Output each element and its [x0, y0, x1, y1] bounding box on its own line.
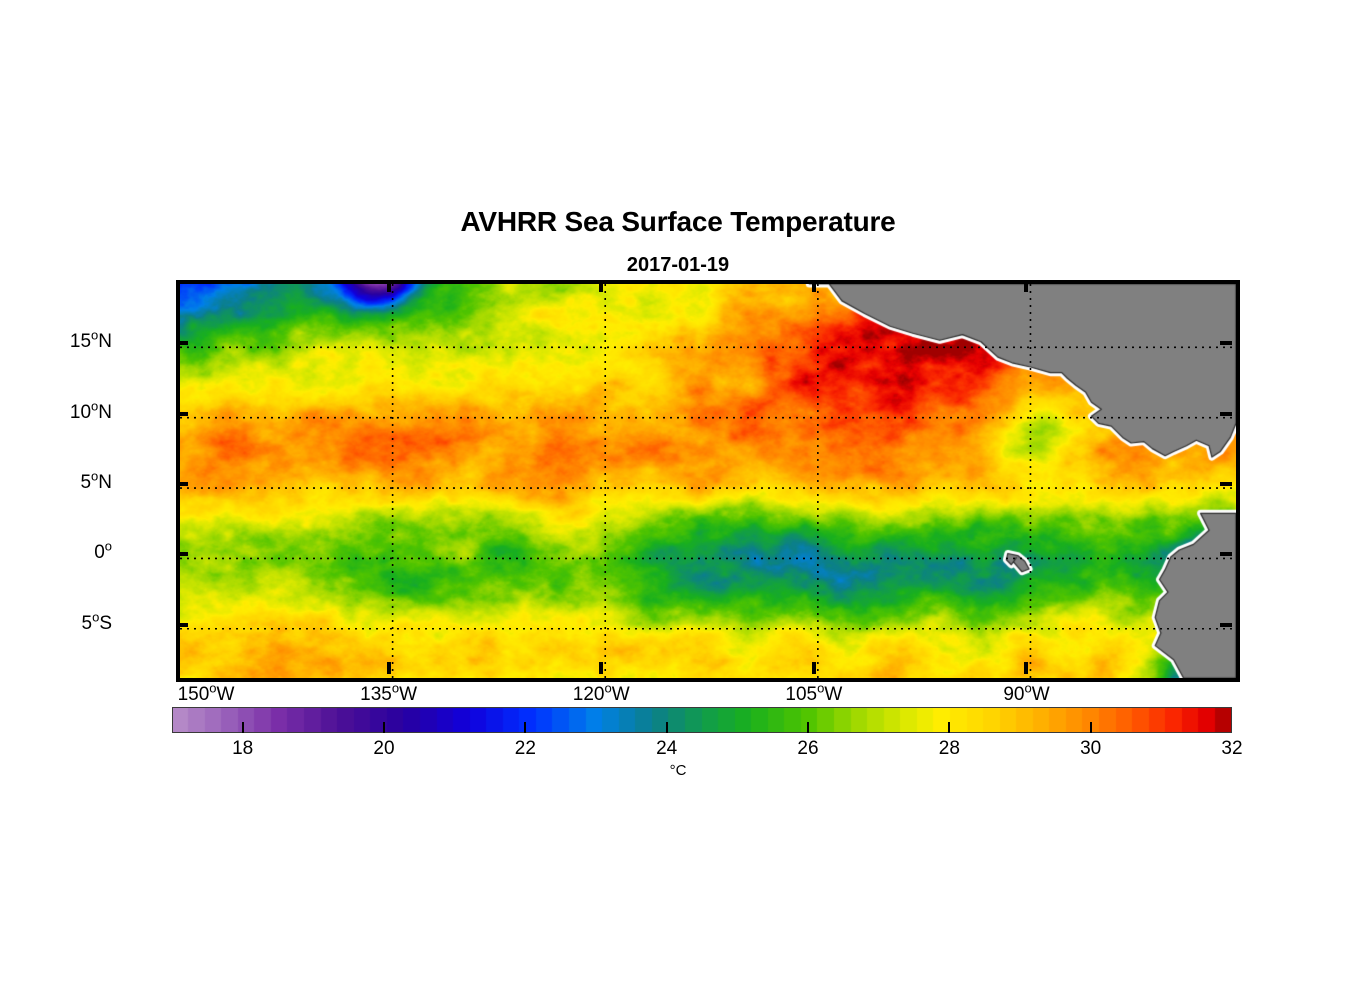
- y-tick-right: [1220, 341, 1232, 346]
- colorbar-tick: [807, 722, 809, 733]
- colorbar-units-label: °C: [669, 762, 687, 779]
- x-tick-top: [811, 280, 816, 292]
- y-tick-left: [176, 341, 188, 346]
- chart-title: AVHRR Sea Surface Temperature: [460, 206, 896, 237]
- x-tick-top: [599, 280, 604, 292]
- x-tick-top: [1024, 280, 1029, 292]
- x-tick-top: [386, 280, 391, 292]
- y-tick-right: [1220, 482, 1232, 487]
- colorbar[interactable]: [172, 707, 1232, 733]
- x-tick-label: 150oW: [177, 680, 235, 705]
- map-plot-area[interactable]: [176, 280, 1240, 682]
- x-tick-label: 105oW: [785, 680, 843, 705]
- y-tick-left: [176, 622, 188, 627]
- x-tick-label: 90oW: [1003, 680, 1050, 705]
- x-tick-label: 120oW: [572, 680, 630, 705]
- y-tick-left: [176, 411, 188, 416]
- colorbar-tick: [665, 722, 668, 733]
- colorbar-tick-label: 26: [797, 738, 819, 759]
- colorbar-tick: [1089, 722, 1092, 733]
- chart-subtitle: 2017-01-19: [626, 254, 730, 276]
- colorbar-tick-label: 24: [656, 738, 678, 759]
- sst-heatmap: [180, 284, 1236, 678]
- colorbar-tick-label: 32: [1221, 738, 1243, 759]
- x-tick-label: 135oW: [360, 680, 418, 705]
- colorbar-tick-label: 20: [373, 738, 395, 759]
- x-tick-bottom: [386, 662, 391, 674]
- colorbar-tick: [524, 722, 527, 733]
- x-tick-bottom: [599, 662, 604, 674]
- colorbar-tick: [241, 722, 244, 733]
- y-tick-label: 5oS: [81, 609, 113, 634]
- y-tick-label: 15oN: [69, 327, 112, 353]
- colorbar-tick: [383, 722, 385, 733]
- y-tick-label: 0o: [94, 539, 112, 564]
- colorbar-gradient: [172, 707, 1232, 733]
- y-tick-right: [1220, 552, 1232, 557]
- colorbar-tick-label: 30: [1080, 738, 1102, 759]
- colorbar-tick: [948, 722, 951, 733]
- y-tick-label: 5oN: [80, 468, 112, 494]
- x-tick-bottom: [811, 662, 816, 674]
- y-tick-left: [176, 482, 188, 487]
- x-tick-bottom: [1024, 662, 1029, 674]
- y-tick-left: [176, 552, 188, 557]
- colorbar-tick-label: 22: [514, 738, 536, 759]
- colorbar-tick-label: 28: [938, 738, 960, 759]
- y-tick-right: [1220, 622, 1232, 627]
- y-tick-right: [1220, 411, 1232, 416]
- y-tick-label: 10oN: [69, 398, 112, 423]
- colorbar-tick-label: 18: [232, 738, 254, 759]
